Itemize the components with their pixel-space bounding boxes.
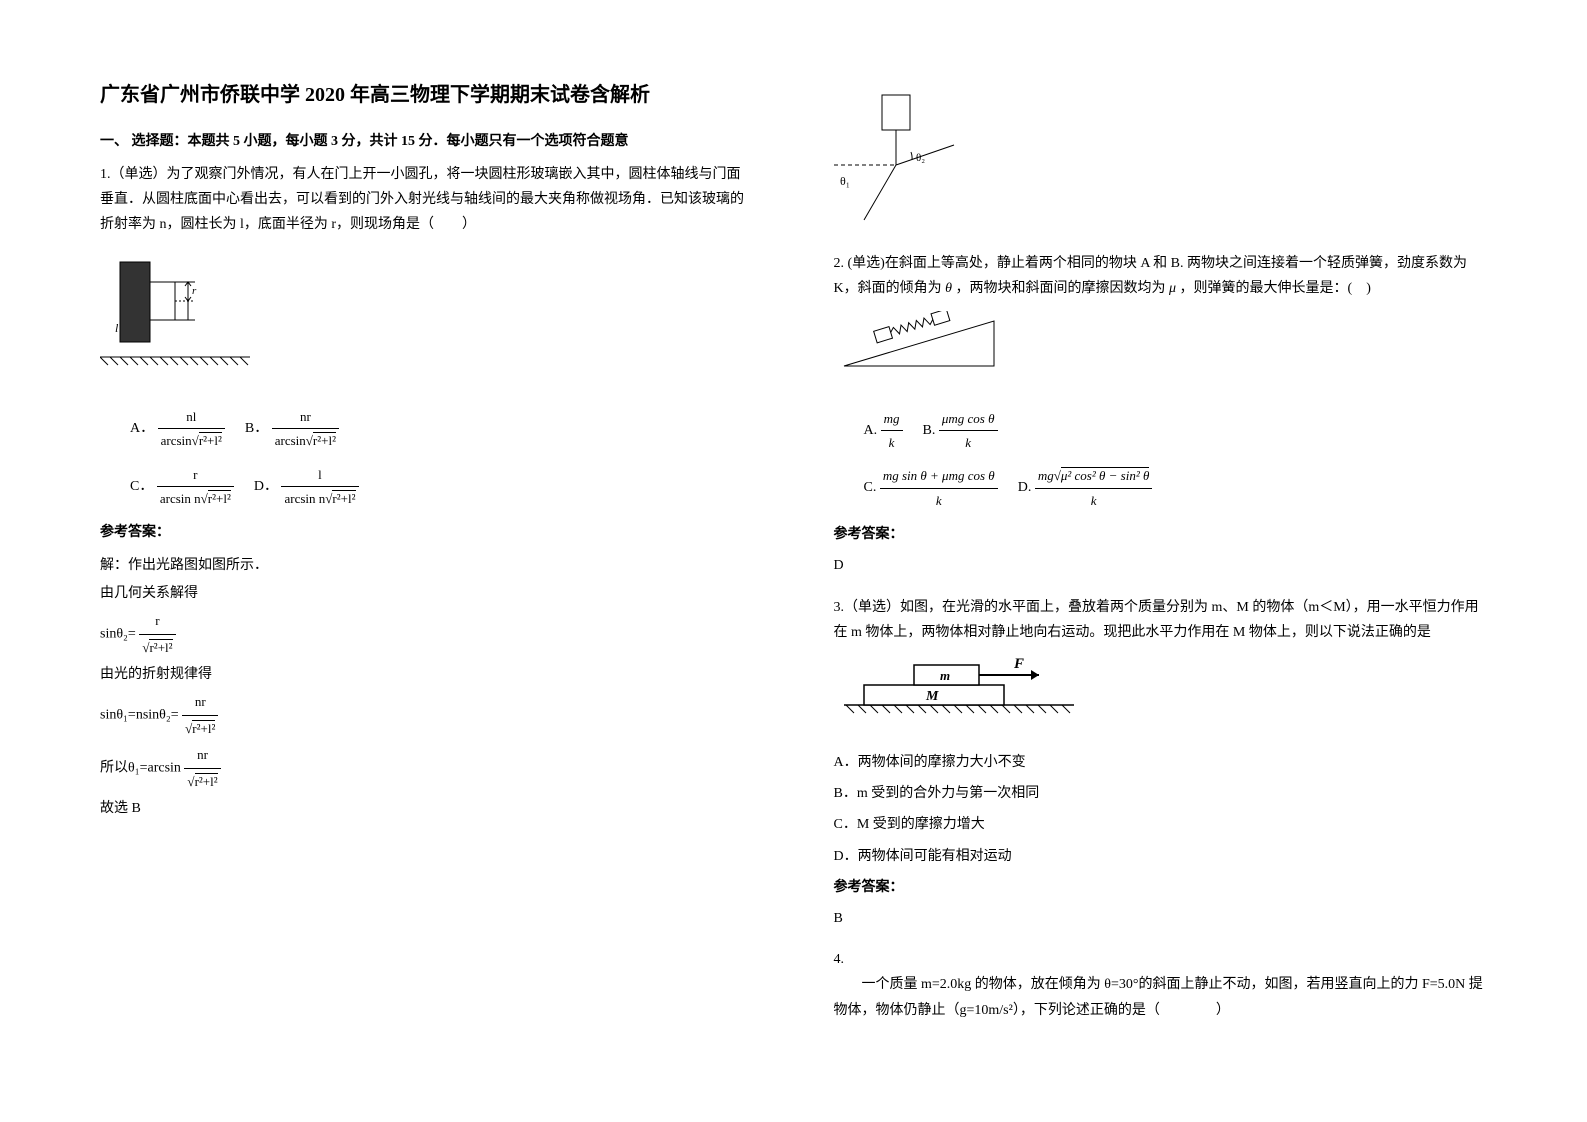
q1-optB-label: B． <box>245 421 268 436</box>
q2-optA-label: A. <box>864 423 878 438</box>
q1-optA-label: A． <box>130 421 154 436</box>
q3-answer-label: 参考答案： <box>834 875 1488 900</box>
q1-options-cd: C． r arcsin n√r²+l² D． l arcsin n√r²+l² <box>130 463 754 511</box>
q1-text: 1.（单选）为了观察门外情况，有人在门上开一小圆孔，将一块圆柱形玻璃嵌入其中，圆… <box>100 162 754 238</box>
q3-answer: B <box>834 906 1488 931</box>
svg-text:θ₂: θ₂ <box>916 152 925 164</box>
q4-text: 一个质量 m=2.0kg 的物体，放在倾角为 θ=30°的斜面上静止不动，如图，… <box>834 972 1488 1022</box>
q2-optC-label: C. <box>864 480 877 495</box>
q1-optC-label: C． <box>130 479 153 494</box>
svg-text:θ₁: θ₁ <box>840 174 850 188</box>
q2-optB-label: B. <box>923 423 936 438</box>
question-1: 1.（单选）为了观察门外情况，有人在门上开一小圆孔，将一块圆柱形玻璃嵌入其中，圆… <box>100 162 754 823</box>
svg-text:M: M <box>925 689 939 704</box>
svg-text:F: F <box>1013 656 1024 672</box>
svg-text:m: m <box>940 668 950 683</box>
stacked-blocks-diagram: M m F <box>834 655 1488 734</box>
q2-text: 2. (单选)在斜面上等高处，静止着两个相同的物块 A 和 B. 两物块之间连接… <box>834 251 1488 301</box>
q2-optD-label: D. <box>1018 480 1032 495</box>
page-title: 广东省广州市侨联中学 2020 年高三物理下学期期末试卷含解析 <box>100 80 754 110</box>
question-4: 4. 一个质量 m=2.0kg 的物体，放在倾角为 θ=30°的斜面上静止不动，… <box>834 947 1488 1023</box>
q3-options: A．两物体间的摩擦力大小不变 B．m 受到的合外力与第一次相同 C．M 受到的摩… <box>834 750 1488 869</box>
q2-options-cd: C. mg sin θ + μmg cos θ k D. mg√μ² cos² … <box>864 464 1488 512</box>
svg-text:l: l <box>115 321 119 335</box>
q1-answer-label: 参考答案： <box>100 520 754 545</box>
q1-optD-label: D． <box>254 479 278 494</box>
svg-text:r: r <box>192 285 197 297</box>
incline-angle-diagram: θ₂ θ₁ <box>834 90 1488 235</box>
q3-optD: D．两物体间可能有相对运动 <box>834 844 1488 869</box>
question-2: 2. (单选)在斜面上等高处，静止着两个相同的物块 A 和 B. 两物块之间连接… <box>834 251 1488 579</box>
question-3: 3.（单选）如图，在光滑的水平面上，叠放着两个质量分别为 m、M 的物体（m＜M… <box>834 595 1488 932</box>
q3-optC: C．M 受到的摩擦力增大 <box>834 812 1488 837</box>
section-header: 一、 选择题：本题共 5 小题，每小题 3 分，共计 15 分．每小题只有一个选… <box>100 130 754 150</box>
q3-text: 3.（单选）如图，在光滑的水平面上，叠放着两个质量分别为 m、M 的物体（m＜M… <box>834 595 1488 645</box>
cylinder-diagram: r l <box>100 252 754 391</box>
q1-options-ab: A． nl arcsin√r²+l² B． nr arcsin√r²+l² <box>130 405 754 453</box>
q2-answer: D <box>834 553 1488 578</box>
q1-solution: 解：作出光路图如图所示． 由几何关系解得 sinθ₂= r √r²+l² 由光的… <box>100 552 754 823</box>
spring-incline-diagram <box>834 311 1488 390</box>
q4-num: 4. <box>834 947 1488 972</box>
q2-answer-label: 参考答案： <box>834 522 1488 547</box>
q2-options-ab: A. mg k B. μmg cos θ k <box>864 407 1488 455</box>
q3-optB: B．m 受到的合外力与第一次相同 <box>834 781 1488 806</box>
q3-optA: A．两物体间的摩擦力大小不变 <box>834 750 1488 775</box>
